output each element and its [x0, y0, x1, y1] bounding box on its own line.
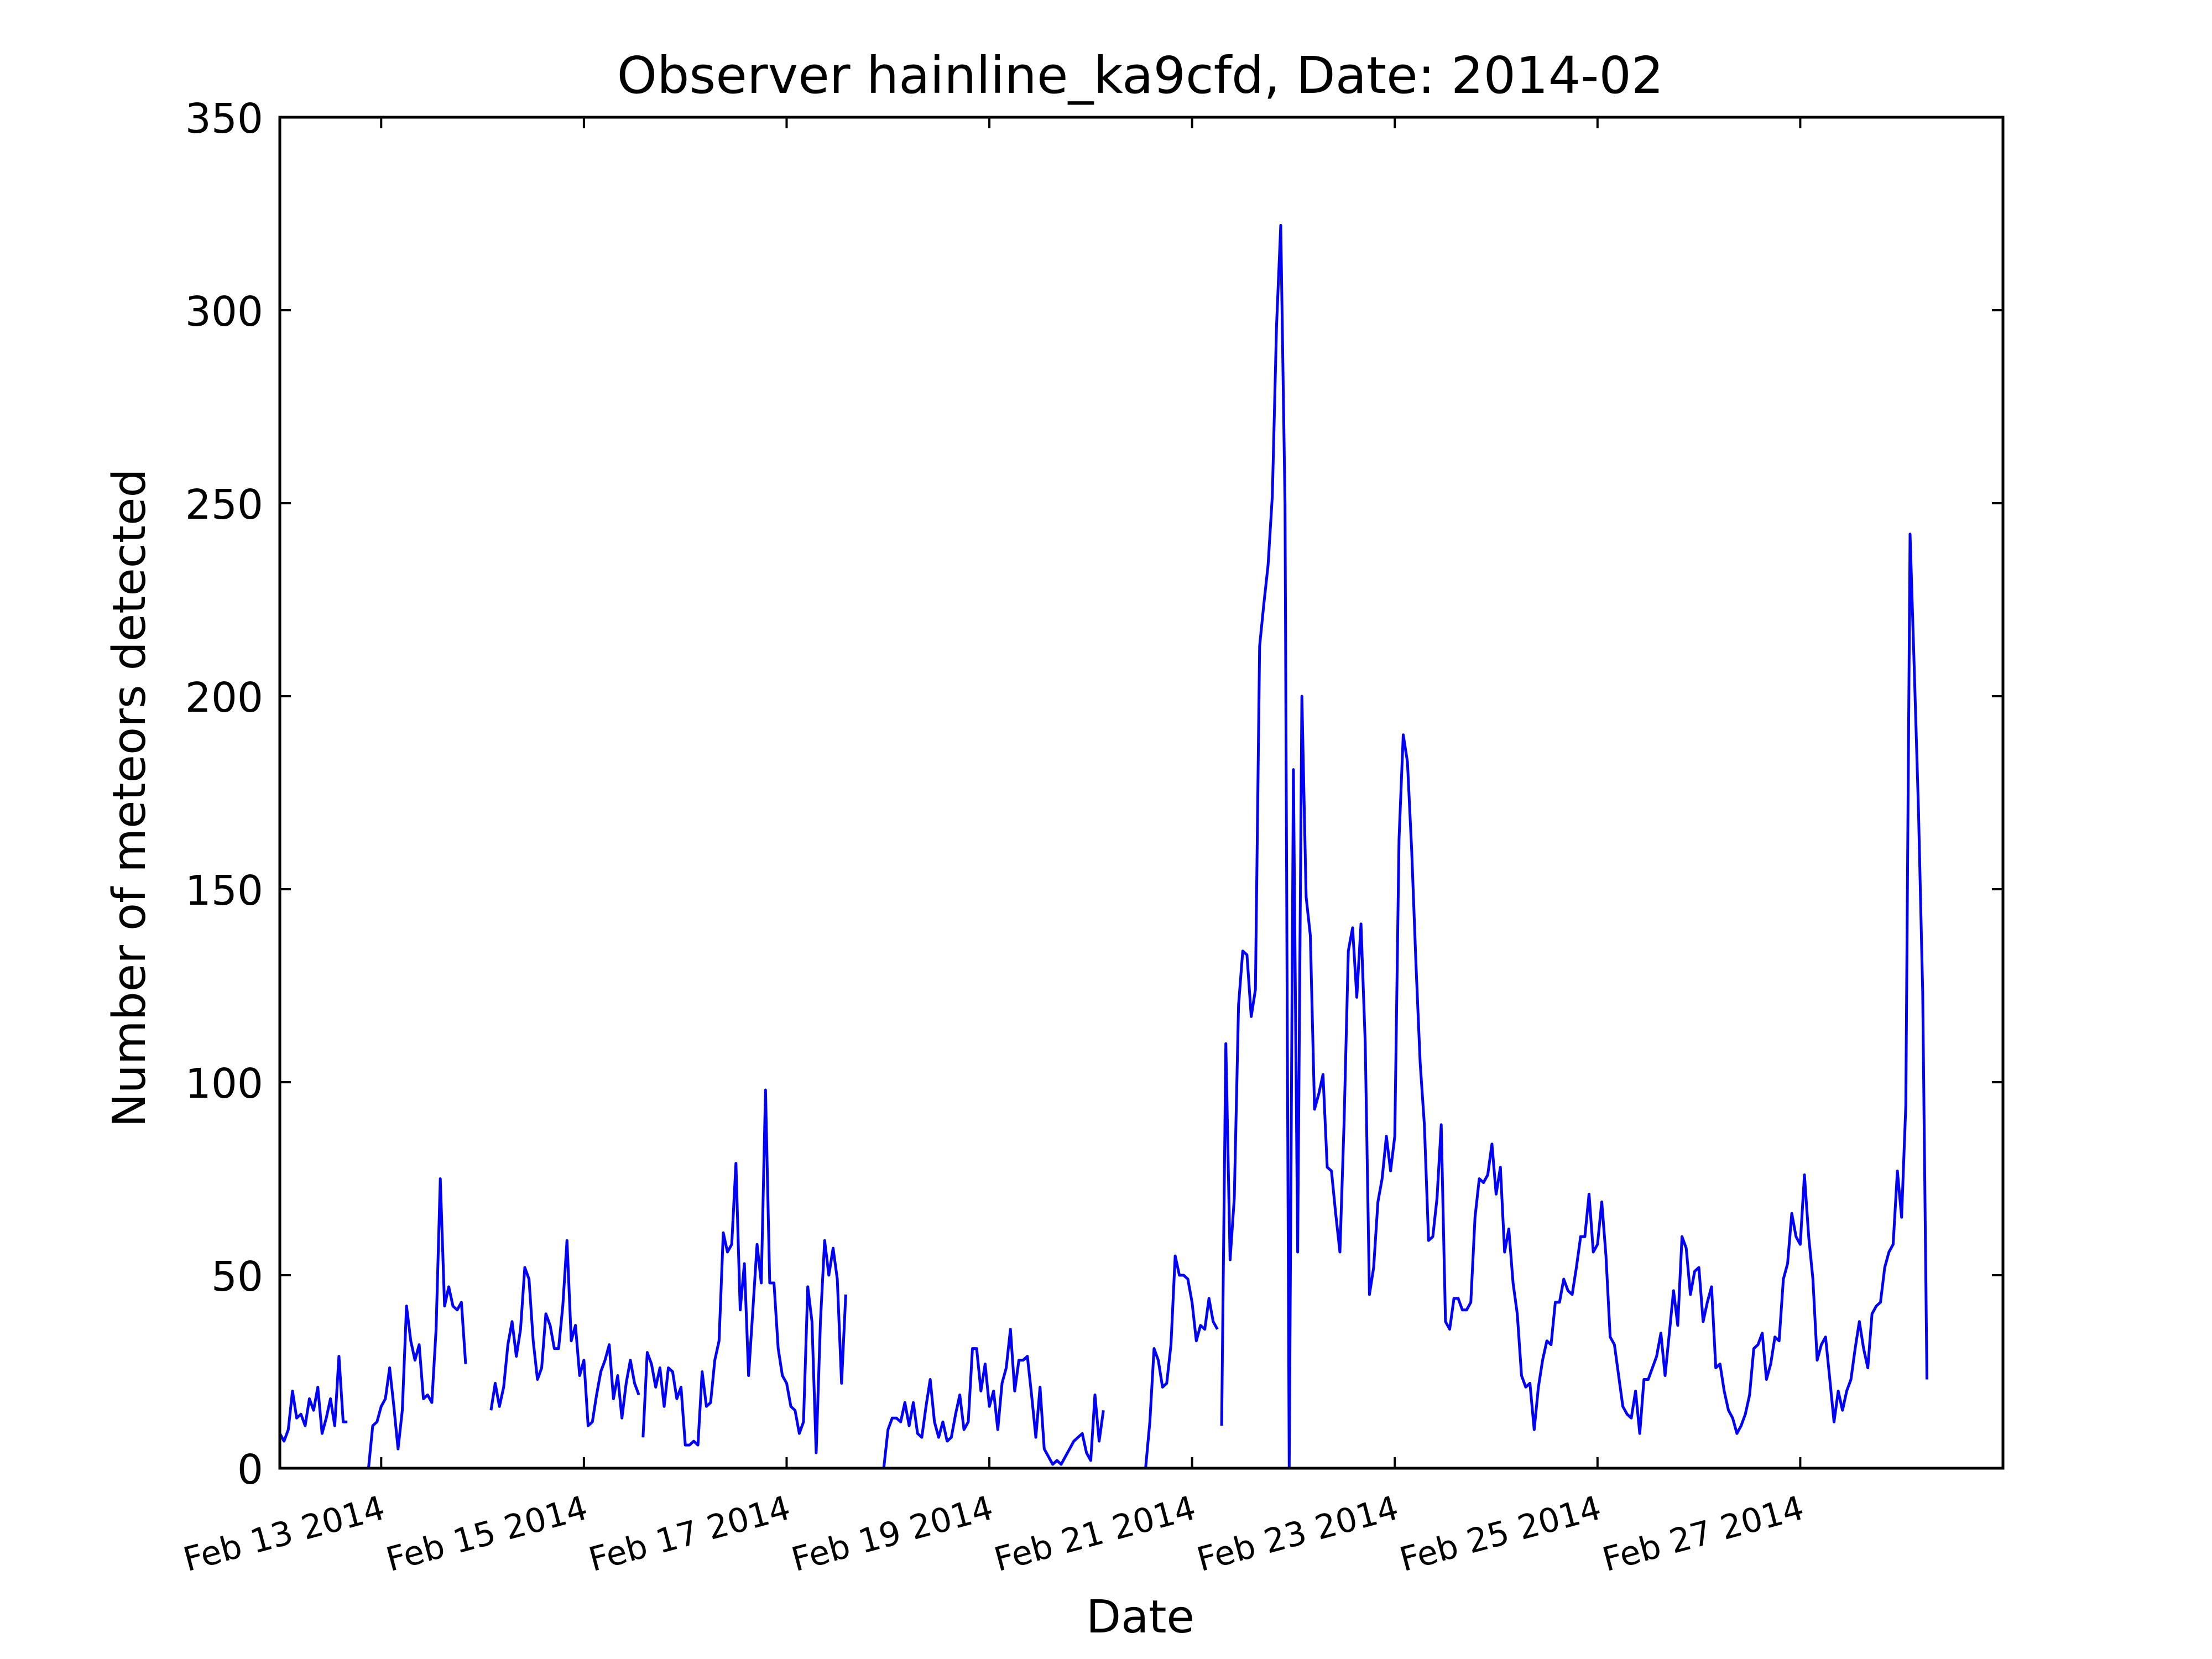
- chart-title: Observer hainline_ka9cfd, Date: 2014-02: [617, 46, 1664, 105]
- plot-area-frame: [278, 116, 2005, 1470]
- series-line-segment-3: [489, 1239, 640, 1427]
- y-tick-label: 50: [211, 1253, 263, 1301]
- series-line-segment-6: [1144, 1254, 1219, 1469]
- y-tick-label: 150: [185, 867, 263, 915]
- series-line-segment-1: [278, 1355, 348, 1443]
- y-axis-title: Number of meteors detected: [103, 468, 156, 1127]
- series-line-segment-4: [641, 1088, 847, 1454]
- y-tick-label: 250: [185, 481, 263, 529]
- plot-lines: [278, 223, 1928, 1470]
- y-tick-label: 350: [185, 95, 263, 143]
- series-line-segment-5: [882, 1328, 1105, 1469]
- y-tick-label: 300: [185, 288, 263, 336]
- series-line-segment-7: [1220, 223, 1928, 1470]
- y-tick-label: 100: [185, 1060, 263, 1108]
- y-tick-label: 0: [237, 1446, 263, 1494]
- y-tick-label: 200: [185, 674, 263, 722]
- x-axis-title: Date: [1086, 1591, 1194, 1644]
- series-line-segment-2: [367, 1177, 467, 1469]
